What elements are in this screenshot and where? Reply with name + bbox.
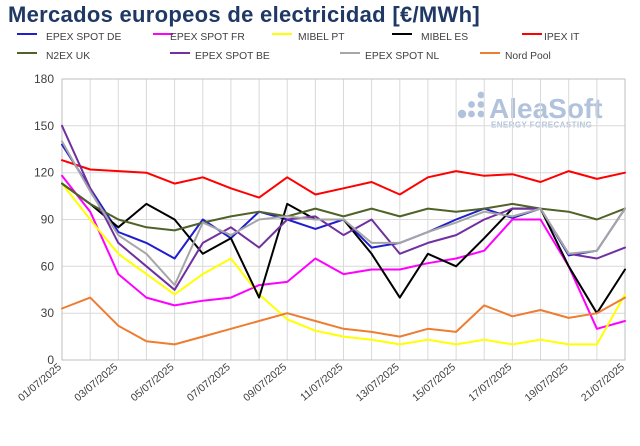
svg-text:0: 0: [47, 353, 54, 367]
svg-text:11/07/2025: 11/07/2025: [298, 361, 345, 404]
svg-text:21/07/2025: 21/07/2025: [579, 361, 627, 404]
svg-text:13/07/2025: 13/07/2025: [354, 361, 402, 404]
svg-text:120: 120: [34, 166, 54, 180]
svg-text:ENERGY FORECASTING: ENERGY FORECASTING: [491, 121, 592, 130]
svg-text:150: 150: [34, 119, 54, 133]
svg-text:03/07/2025: 03/07/2025: [72, 361, 120, 404]
svg-text:90: 90: [41, 213, 55, 227]
svg-text:09/07/2025: 09/07/2025: [241, 361, 289, 404]
svg-text:60: 60: [41, 259, 55, 273]
svg-text:19/07/2025: 19/07/2025: [523, 361, 571, 404]
svg-text:17/07/2025: 17/07/2025: [466, 361, 514, 404]
svg-text:30: 30: [41, 306, 55, 320]
svg-text:AleaSoft: AleaSoft: [489, 93, 603, 124]
svg-text:180: 180: [34, 72, 54, 86]
svg-text:01/07/2025: 01/07/2025: [16, 361, 64, 404]
svg-text:05/07/2025: 05/07/2025: [129, 361, 177, 404]
svg-text:07/07/2025: 07/07/2025: [185, 361, 233, 404]
svg-text:15/07/2025: 15/07/2025: [410, 361, 458, 404]
